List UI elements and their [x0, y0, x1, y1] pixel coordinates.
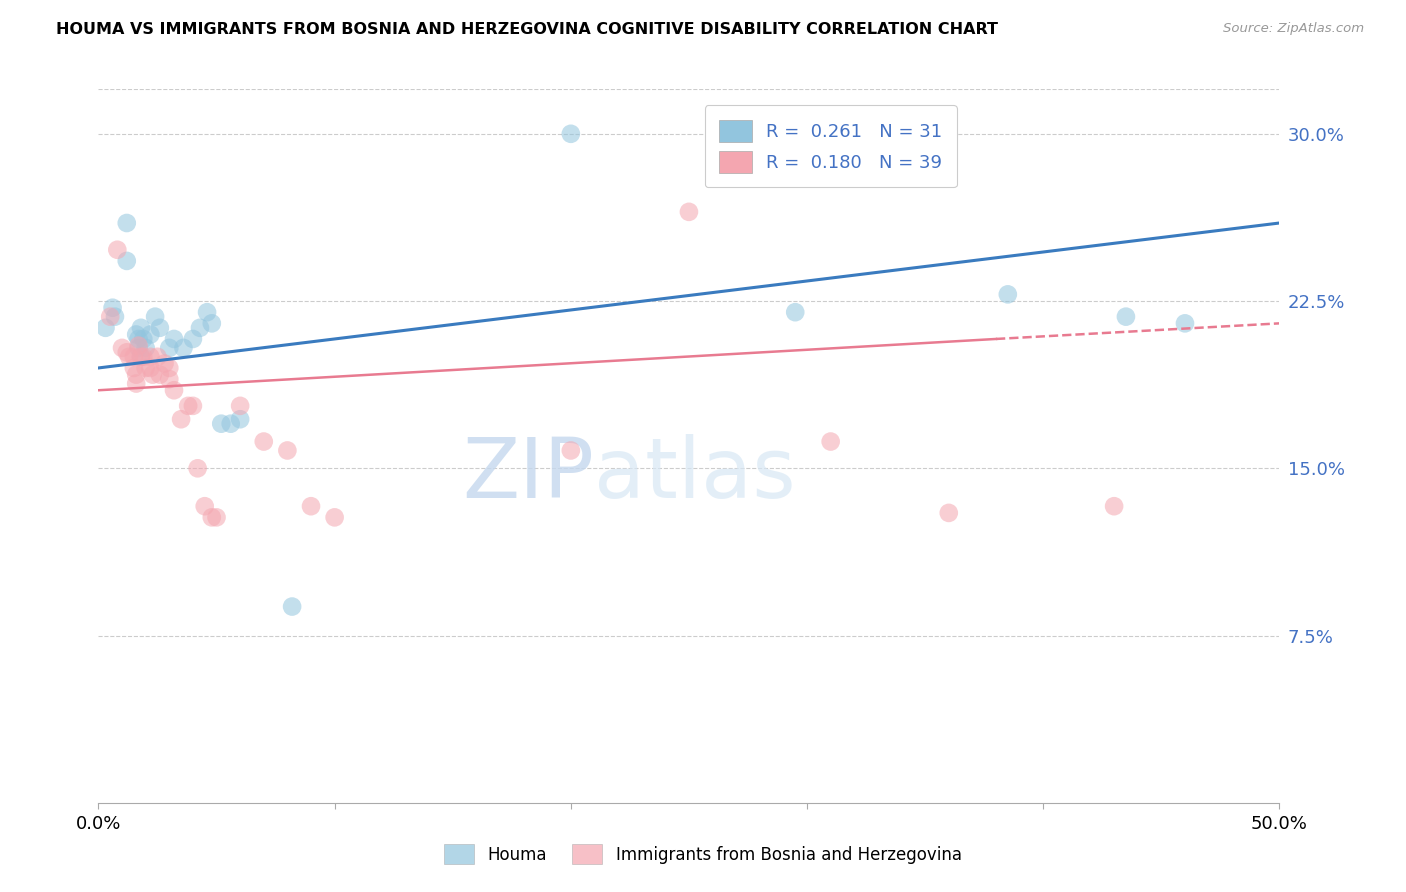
- Point: [785, 305, 807, 319]
- Text: atlas: atlas: [595, 434, 796, 515]
- Point: [157, 360, 180, 375]
- Point: [146, 350, 169, 364]
- Point: [163, 332, 186, 346]
- Point: [129, 320, 152, 334]
- Point: [105, 243, 128, 257]
- Point: [560, 127, 582, 141]
- Point: [195, 305, 218, 319]
- Point: [997, 287, 1019, 301]
- Point: [129, 350, 152, 364]
- Point: [1174, 317, 1197, 331]
- Point: [101, 301, 124, 315]
- Point: [181, 399, 204, 413]
- Point: [115, 345, 138, 359]
- Point: [125, 376, 148, 391]
- Point: [201, 317, 224, 331]
- Point: [149, 368, 172, 382]
- Text: Source: ZipAtlas.com: Source: ZipAtlas.com: [1223, 22, 1364, 36]
- Point: [149, 320, 172, 334]
- Point: [122, 350, 145, 364]
- Point: [142, 368, 165, 382]
- Point: [560, 443, 582, 458]
- Point: [135, 360, 157, 375]
- Point: [201, 510, 224, 524]
- Point: [163, 384, 186, 398]
- Point: [115, 253, 138, 268]
- Point: [135, 341, 157, 355]
- Point: [276, 443, 298, 458]
- Text: ZIP: ZIP: [463, 434, 595, 515]
- Point: [281, 599, 304, 614]
- Point: [1102, 500, 1125, 514]
- Point: [938, 506, 960, 520]
- Point: [157, 372, 180, 386]
- Point: [678, 204, 700, 219]
- Point: [104, 310, 127, 324]
- Legend: Houma, Immigrants from Bosnia and Herzegovina: Houma, Immigrants from Bosnia and Herzeg…: [436, 836, 970, 872]
- Point: [143, 310, 166, 324]
- Point: [194, 500, 217, 514]
- Point: [118, 350, 141, 364]
- Point: [128, 341, 150, 355]
- Point: [172, 341, 194, 355]
- Point: [139, 327, 162, 342]
- Point: [115, 216, 138, 230]
- Point: [128, 332, 150, 346]
- Point: [111, 341, 134, 355]
- Point: [125, 327, 148, 342]
- Point: [94, 320, 117, 334]
- Point: [187, 461, 209, 475]
- Point: [157, 341, 180, 355]
- Text: HOUMA VS IMMIGRANTS FROM BOSNIA AND HERZEGOVINA COGNITIVE DISABILITY CORRELATION: HOUMA VS IMMIGRANTS FROM BOSNIA AND HERZ…: [56, 22, 998, 37]
- Point: [188, 320, 211, 334]
- Point: [229, 412, 252, 426]
- Point: [139, 360, 162, 375]
- Point: [132, 332, 155, 346]
- Point: [177, 399, 200, 413]
- Point: [1115, 310, 1137, 324]
- Legend: R =  0.261   N = 31, R =  0.180   N = 39: R = 0.261 N = 31, R = 0.180 N = 39: [704, 105, 956, 187]
- Point: [129, 350, 152, 364]
- Point: [205, 510, 228, 524]
- Point: [229, 399, 252, 413]
- Point: [219, 417, 242, 431]
- Point: [323, 510, 346, 524]
- Point: [253, 434, 276, 449]
- Point: [181, 332, 204, 346]
- Point: [122, 360, 145, 375]
- Point: [299, 500, 322, 514]
- Point: [170, 412, 193, 426]
- Point: [125, 368, 148, 382]
- Point: [153, 356, 176, 371]
- Point: [139, 350, 162, 364]
- Point: [128, 338, 150, 352]
- Point: [98, 310, 121, 324]
- Point: [132, 350, 155, 364]
- Point: [820, 434, 842, 449]
- Point: [209, 417, 232, 431]
